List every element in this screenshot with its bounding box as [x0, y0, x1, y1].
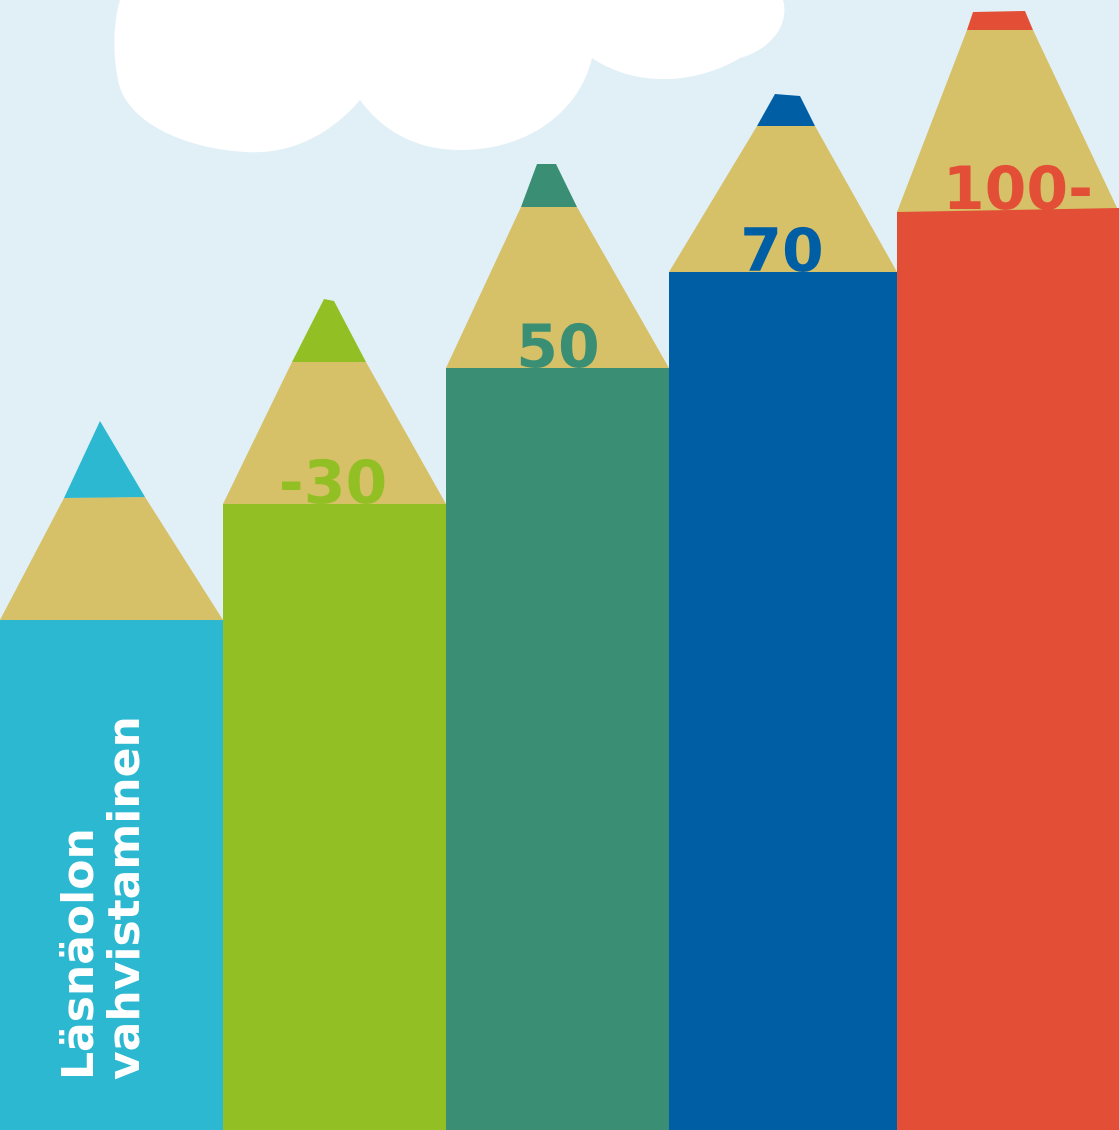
pencil-2-body: [223, 504, 446, 1130]
vertical-title: Läsnäolon vahvistaminen: [53, 716, 150, 1080]
pencil-5-label: 100-: [943, 154, 1093, 224]
pencil-4-body: [669, 272, 897, 1130]
pencil-2-tip: [292, 299, 366, 362]
pencil-1-wood: [0, 497, 223, 620]
pencil-2: -30: [223, 299, 446, 1130]
pencil-2-label: -30: [279, 448, 387, 518]
pencil-1: [0, 421, 224, 1130]
pencil-5-wood: [897, 30, 1119, 212]
pencil-5-body: [897, 208, 1119, 1130]
pencil-4: 70: [669, 94, 897, 1130]
title-line-1: Läsnäolon: [53, 828, 104, 1080]
pencil-3-tip: [521, 164, 577, 207]
pencil-5: 100-: [897, 11, 1119, 1130]
pencil-3-body: [446, 368, 670, 1130]
pencil-1-tip: [64, 421, 145, 498]
pencil-3-wood: [446, 207, 669, 368]
pencil-2-wood: [223, 362, 446, 504]
pencil-1-body: [0, 620, 224, 1130]
pencil-5-tip: [967, 11, 1033, 30]
pencil-3: 50: [446, 164, 670, 1130]
pencil-4-tip: [757, 94, 815, 126]
pencil-4-wood: [669, 126, 897, 272]
pencil-3-label: 50: [516, 312, 600, 382]
cloud-shape: [114, 0, 785, 153]
pencil-4-label: 70: [740, 216, 824, 286]
title-line-2: vahvistaminen: [99, 716, 150, 1080]
